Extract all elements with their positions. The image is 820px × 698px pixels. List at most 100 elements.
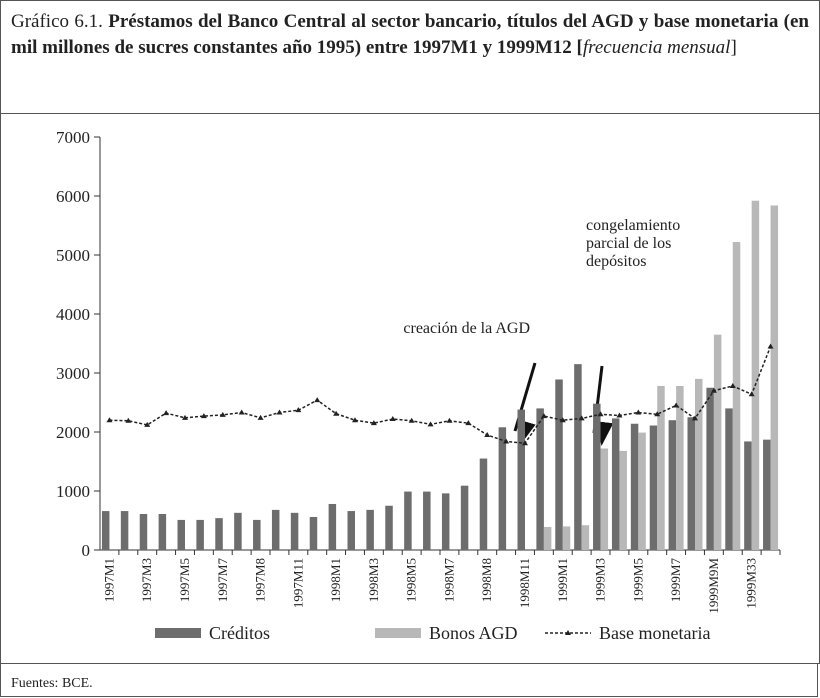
figure-label: Gráfico 6.1. (11, 11, 103, 32)
bar (517, 409, 525, 550)
bar (649, 425, 658, 550)
marker (163, 410, 170, 416)
bar (574, 364, 582, 550)
line (109, 346, 772, 444)
bar (158, 514, 167, 550)
marker (578, 415, 585, 421)
x-tick-label: 1999M1 (555, 558, 570, 602)
y-tick-label: 1000 (56, 482, 90, 501)
x-tick-label: 1997M8 (253, 558, 268, 602)
x-tick-label: 1997M7 (215, 558, 230, 603)
bar (479, 458, 488, 550)
legend-label: Base monetaria (599, 623, 710, 643)
bar (177, 519, 185, 550)
bar (543, 526, 552, 550)
marker (352, 417, 358, 423)
bar (271, 509, 280, 550)
x-tick-label: 1998M3 (366, 558, 381, 602)
title-end: ] (730, 37, 737, 58)
figure-title: Gráfico 6.1. Préstamos del Banco Central… (0, 0, 820, 114)
bar (120, 511, 129, 550)
bar (385, 505, 393, 550)
marker (370, 420, 377, 426)
bar (732, 242, 741, 550)
bar (536, 408, 544, 550)
legend-label: Créditos (209, 623, 270, 643)
bar (101, 511, 110, 550)
x-tick-label: 1999M9M (706, 558, 721, 614)
marker (200, 413, 207, 419)
bar (309, 516, 318, 550)
source: Fuentes: BCE. (0, 664, 818, 697)
marker (333, 410, 340, 416)
marker (522, 440, 528, 446)
x-tick-label: 1999M33 (744, 558, 759, 609)
bar (328, 503, 337, 550)
bar (498, 427, 507, 550)
x-tick-label: 1999M7 (668, 558, 683, 603)
y-tick-label: 6000 (56, 187, 90, 206)
bar (751, 200, 760, 550)
marker (635, 409, 642, 415)
x-tick-label: 1998M11 (517, 558, 532, 608)
chart: 0 1000 2000 3000 4000 5000 6000 7000 1997M1 1997M… (0, 113, 820, 664)
bar (366, 509, 374, 550)
marker (408, 417, 415, 423)
bar (770, 205, 779, 550)
bar (215, 518, 223, 550)
marker (465, 420, 472, 426)
legend-swatch (375, 628, 421, 638)
marker (106, 417, 113, 423)
annotation: depósitos (586, 253, 646, 270)
marker (710, 387, 717, 393)
marker (673, 402, 680, 408)
bar (630, 423, 639, 550)
y-tick-label: 7000 (56, 128, 90, 147)
bar (253, 519, 261, 550)
marker (503, 438, 510, 444)
marker (597, 411, 604, 417)
marker (654, 411, 661, 417)
bar (713, 334, 722, 550)
marker (559, 417, 566, 423)
bar (676, 385, 684, 550)
marker (484, 431, 491, 437)
x-tick-label: 1998M5 (404, 558, 419, 602)
x-tick-label: 1998M7 (441, 558, 456, 603)
marker (446, 417, 453, 423)
marker (257, 414, 264, 420)
bar (290, 512, 299, 550)
bar (347, 511, 355, 550)
y-tick-label: 3000 (56, 364, 90, 383)
marker (767, 343, 774, 349)
legend-label: Bonos AGD (429, 623, 518, 643)
x-tick-label: 1997M5 (177, 558, 192, 602)
annotation: creación de la AGD (403, 320, 530, 337)
bar (611, 418, 620, 550)
bar (460, 485, 469, 550)
bar (441, 493, 450, 550)
marker (295, 407, 302, 413)
marker (616, 412, 623, 418)
x-tick-label: 1998M8 (479, 558, 494, 602)
marker (748, 391, 755, 397)
bar (196, 519, 204, 550)
y-tick-label: 2000 (56, 423, 90, 442)
annotation: parcial de los (586, 235, 671, 252)
x-tick-label: 1997M11 (290, 558, 305, 608)
marker (389, 416, 396, 422)
bar (706, 387, 714, 550)
marker (314, 397, 321, 403)
bar (695, 378, 703, 550)
bar (562, 526, 571, 550)
bar (657, 385, 665, 550)
marker (144, 421, 151, 427)
bar (423, 491, 431, 550)
bar (619, 450, 627, 550)
bar (687, 417, 695, 550)
marker (125, 417, 132, 423)
x-tick-label: 1997M1 (101, 558, 116, 602)
marker (427, 421, 434, 427)
bar (581, 525, 590, 550)
y-tick-label: 4000 (56, 305, 90, 324)
